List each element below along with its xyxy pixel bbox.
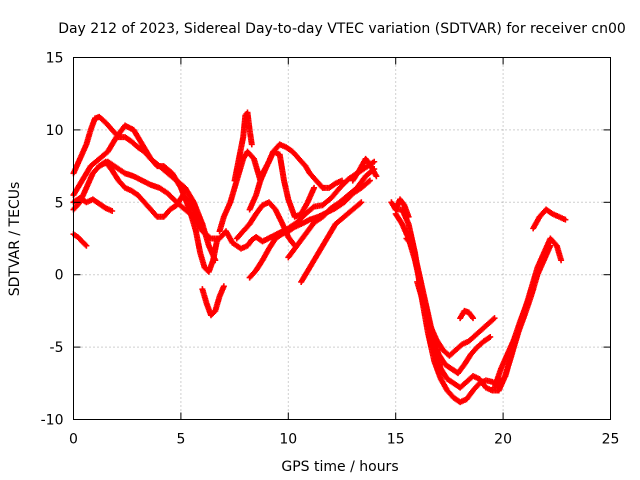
series-track-13: [298, 199, 365, 285]
y-tick-label: 15: [46, 51, 64, 67]
data-point: [248, 141, 255, 148]
series-track-1: [70, 113, 221, 275]
x-tick-label: 5: [176, 432, 185, 448]
data-point: [562, 216, 569, 223]
y-tick-label: 10: [46, 123, 64, 139]
data-point: [366, 177, 373, 184]
series-track-4: [70, 194, 116, 214]
data-point: [109, 207, 116, 214]
data-point: [530, 286, 537, 293]
data-point: [558, 257, 565, 264]
series-track-20: [392, 196, 412, 220]
series-track-22: [530, 206, 569, 232]
series-track-21: [457, 307, 477, 322]
y-tick-label: -5: [50, 340, 64, 356]
x-tick-label: 15: [387, 432, 405, 448]
axis-ticks: 0 5 10 15 20 25 -10 -5 0 5 10 15: [41, 51, 620, 448]
data-point: [311, 184, 318, 191]
data-point: [469, 313, 476, 320]
data-point: [82, 241, 89, 248]
chart-title: Day 212 of 2023, Sidereal Day-to-day VTE…: [58, 21, 626, 37]
x-tick-label: 10: [279, 432, 297, 448]
data-point: [83, 242, 90, 249]
series-track-14: [199, 283, 227, 319]
data-point: [373, 173, 380, 180]
data-point: [405, 213, 412, 220]
series-track-16: [388, 199, 565, 406]
data-point: [470, 315, 477, 322]
x-tick-label: 0: [69, 432, 78, 448]
series-track-2: [70, 122, 219, 264]
data-point: [339, 177, 345, 184]
data-point: [491, 315, 498, 322]
data-point: [547, 242, 554, 249]
data-marks: [70, 109, 569, 406]
series-track-15: [349, 155, 380, 184]
y-tick-label: -10: [41, 413, 64, 429]
series-track-5: [70, 231, 90, 249]
x-tick-label: 20: [494, 432, 512, 448]
x-axis-label: GPS time / hours: [281, 459, 398, 475]
data-point: [358, 199, 365, 206]
data-point: [487, 333, 494, 340]
series-track-8: [231, 109, 255, 184]
y-tick-label: 5: [55, 195, 64, 211]
y-axis-label: SDTVAR / TECUs: [7, 182, 23, 297]
data-point: [371, 158, 378, 165]
grid: [73, 57, 611, 420]
x-tick-label: 25: [602, 432, 620, 448]
series-track-9: [246, 141, 345, 213]
series-track-10: [233, 199, 298, 249]
series-track-23: [491, 286, 537, 391]
data-point: [220, 283, 227, 290]
plot-frame: [73, 57, 611, 420]
series-track-19: [414, 278, 498, 359]
data-point: [212, 257, 219, 264]
y-tick-label: 0: [55, 268, 64, 284]
series-track-11: [246, 177, 373, 281]
